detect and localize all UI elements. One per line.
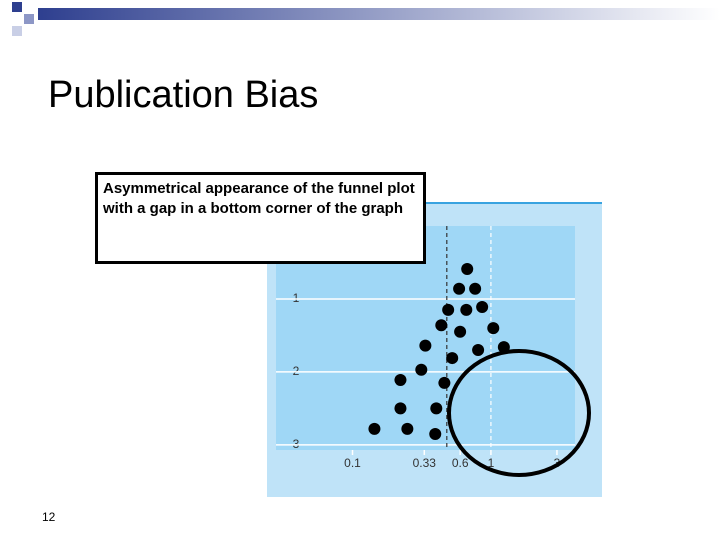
header-square <box>12 26 22 36</box>
point <box>454 325 467 338</box>
y-tick-label: 3 <box>293 437 300 451</box>
point <box>461 263 474 276</box>
header-square <box>12 2 22 12</box>
point <box>429 427 442 440</box>
point <box>446 352 459 365</box>
header-square <box>24 14 34 24</box>
x-tick-label: 0.33 <box>413 456 437 470</box>
point <box>453 282 466 295</box>
y-tick-label: 2 <box>293 364 300 378</box>
point <box>368 422 381 435</box>
point <box>394 373 407 386</box>
point <box>394 402 407 415</box>
x-tick-label: 1 <box>488 456 495 470</box>
point <box>487 322 500 335</box>
point <box>460 303 473 316</box>
highlight-ellipse <box>447 349 591 477</box>
header-bar <box>38 8 720 20</box>
point <box>438 376 451 389</box>
x-tick-label: 0.1 <box>344 456 361 470</box>
point <box>430 402 443 415</box>
slide-title: Publication Bias <box>48 74 319 116</box>
point <box>476 300 489 313</box>
y-tick-label: 1 <box>293 291 300 305</box>
page-number: 12 <box>42 510 56 524</box>
point <box>419 339 432 352</box>
point <box>415 363 428 376</box>
point <box>442 303 455 316</box>
point <box>469 282 482 295</box>
point <box>472 344 485 357</box>
callout-box: Asymmetrical appearance of the funnel pl… <box>95 172 426 264</box>
x-tick-label: 0.6 <box>452 456 469 470</box>
point <box>435 319 448 332</box>
point <box>401 422 414 435</box>
